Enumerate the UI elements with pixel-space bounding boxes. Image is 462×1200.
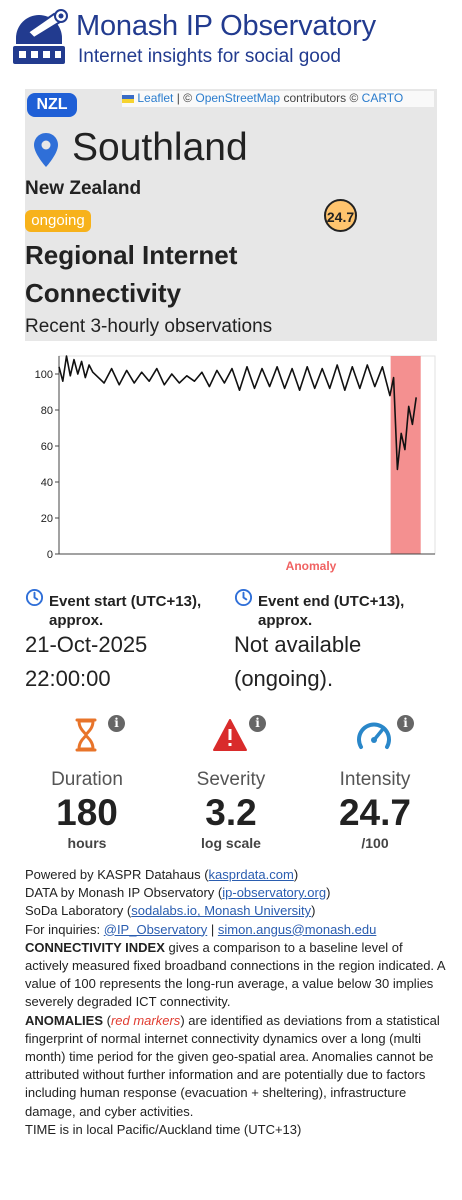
osm-link[interactable]: OpenStreetMap bbox=[195, 91, 281, 105]
y-tick-label: 60 bbox=[41, 441, 53, 453]
powered-by-line: Powered by KASPR Datahaus (kasprdata.com… bbox=[25, 867, 299, 882]
clock-icon bbox=[234, 588, 253, 607]
clock-icon bbox=[25, 588, 44, 607]
connectivity-chart: 0 20 40 60 80 100 Anomaly bbox=[35, 355, 436, 573]
connectivity-title: Regional Internet Connectivity bbox=[25, 240, 238, 308]
y-tick-label: 40 bbox=[41, 477, 53, 489]
twitter-link[interactable]: @IP_Observatory bbox=[103, 921, 208, 937]
carto-link[interactable]: CARTO bbox=[361, 91, 404, 105]
attribution-copy: © bbox=[183, 91, 193, 105]
connectivity-series-line bbox=[58, 355, 417, 471]
event-end-label: Event end (UTC+13), approx. bbox=[258, 593, 405, 629]
intensity-value: 24.7 bbox=[338, 792, 411, 833]
severity-label: Severity bbox=[196, 769, 266, 790]
event-start-date: 21-Oct-2025 bbox=[25, 632, 148, 657]
location-pin-icon bbox=[34, 133, 58, 167]
severity-unit: log scale bbox=[201, 835, 261, 851]
severity-value: 3.2 bbox=[205, 792, 257, 833]
event-start-time: 22:00:00 bbox=[25, 666, 111, 691]
chart-frame bbox=[58, 355, 436, 555]
status-badge: ongoing bbox=[25, 210, 91, 232]
hourglass-icon bbox=[75, 718, 97, 752]
gauge-icon bbox=[357, 722, 391, 749]
event-start-label: Event start (UTC+13), approx. bbox=[49, 593, 202, 629]
kaspr-link[interactable]: kasprdata.com bbox=[208, 867, 294, 882]
duration-unit: hours bbox=[67, 835, 107, 851]
data-by-line: DATA by Monash IP Observatory (ip-observ… bbox=[25, 885, 331, 901]
attribution-contributors: contributors © bbox=[283, 91, 359, 105]
map-attribution: Leaflet | © OpenStreetMap contributors ©… bbox=[122, 91, 434, 107]
anomaly-band bbox=[390, 356, 421, 554]
region-name: Southland bbox=[72, 126, 248, 169]
y-tick-label: 20 bbox=[41, 513, 53, 525]
sodalabs-link[interactable]: sodalabs.io, Monash University bbox=[131, 903, 312, 919]
event-end-note: (ongoing). bbox=[234, 666, 334, 691]
leaflet-link[interactable]: Leaflet bbox=[137, 91, 174, 105]
y-tick-label: 80 bbox=[41, 405, 53, 417]
country-name: New Zealand bbox=[25, 178, 142, 199]
site-title[interactable]: Monash IP Observatory bbox=[76, 10, 376, 42]
time-note: TIME is in local Pacific/Auckland time (… bbox=[25, 1121, 302, 1137]
ip-observatory-link[interactable]: ip-observatory.org bbox=[222, 885, 327, 901]
intensity-label: Intensity bbox=[339, 769, 411, 790]
y-tick-label: 100 bbox=[35, 369, 53, 381]
anomalies-note: ANOMALIES (red markers) are identified a… bbox=[25, 1012, 440, 1119]
inquiries-line: For inquiries: @IP_Observatory | simon.a… bbox=[25, 921, 377, 937]
duration-value: 180 bbox=[56, 792, 118, 833]
connectivity-subtitle: Recent 3-hourly observations bbox=[25, 316, 273, 337]
observatory-logo-icon bbox=[13, 9, 68, 64]
intensity-unit: /100 bbox=[361, 835, 389, 851]
event-end-status: Not available bbox=[234, 632, 362, 657]
warning-icon bbox=[213, 719, 247, 751]
footer-notes: Powered by KASPR Datahaus (kasprdata.com… bbox=[25, 866, 445, 1139]
map-score-marker[interactable]: 24.7 bbox=[324, 199, 357, 232]
intensity-info-icon[interactable]: i bbox=[397, 715, 414, 732]
attribution-sep: | bbox=[176, 91, 180, 105]
ukraine-flag-icon bbox=[122, 94, 134, 103]
severity-info-icon[interactable]: i bbox=[249, 715, 266, 732]
duration-info-icon[interactable]: i bbox=[108, 715, 125, 732]
anomaly-label: Anomaly bbox=[286, 559, 337, 573]
country-code-badge: NZL bbox=[27, 93, 77, 117]
connectivity-index-note: CONNECTIVITY INDEX gives a comparison to… bbox=[25, 939, 445, 1010]
site-tagline: Internet insights for social good bbox=[78, 46, 341, 67]
region-map[interactable] bbox=[25, 89, 437, 341]
email-link[interactable]: simon.angus@monash.edu bbox=[217, 921, 377, 937]
y-tick-label: 0 bbox=[47, 549, 53, 561]
soda-line: SoDa Laboratory (sodalabs.io, Monash Uni… bbox=[25, 903, 316, 919]
duration-label: Duration bbox=[51, 769, 123, 790]
